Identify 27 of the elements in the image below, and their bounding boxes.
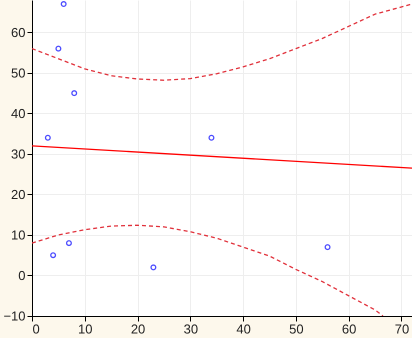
y-tick-label: 10 [11, 227, 26, 242]
x-tick-label: 20 [130, 322, 146, 336]
y-tick-label: 30 [11, 146, 26, 162]
point [208, 134, 214, 141]
x-tick-label: 40 [236, 322, 251, 336]
point [44, 134, 51, 141]
y-tick-label: 50 [11, 65, 26, 80]
line-series [32, 224, 384, 316]
point [150, 264, 156, 270]
x-tick-label: 60 [342, 322, 356, 336]
point [55, 46, 62, 52]
x-tick-label: 70 [394, 322, 410, 336]
point [60, 1, 67, 8]
x-tick-label: 50 [289, 322, 304, 336]
point [50, 252, 56, 258]
line-series [32, 3, 412, 81]
x-tick-label: 10 [78, 322, 93, 336]
x-tick-label: 0 [32, 322, 40, 336]
point [66, 240, 72, 246]
y-tick-label: 20 [11, 186, 26, 202]
y-tick-label: 60 [11, 24, 26, 40]
y-tick-label: 0 [18, 268, 26, 283]
point [71, 90, 78, 96]
y-tick-label: 40 [11, 106, 26, 121]
x-tick-label: 30 [184, 322, 198, 336]
point [324, 244, 331, 250]
y-tick-label: −10 [3, 308, 26, 324]
